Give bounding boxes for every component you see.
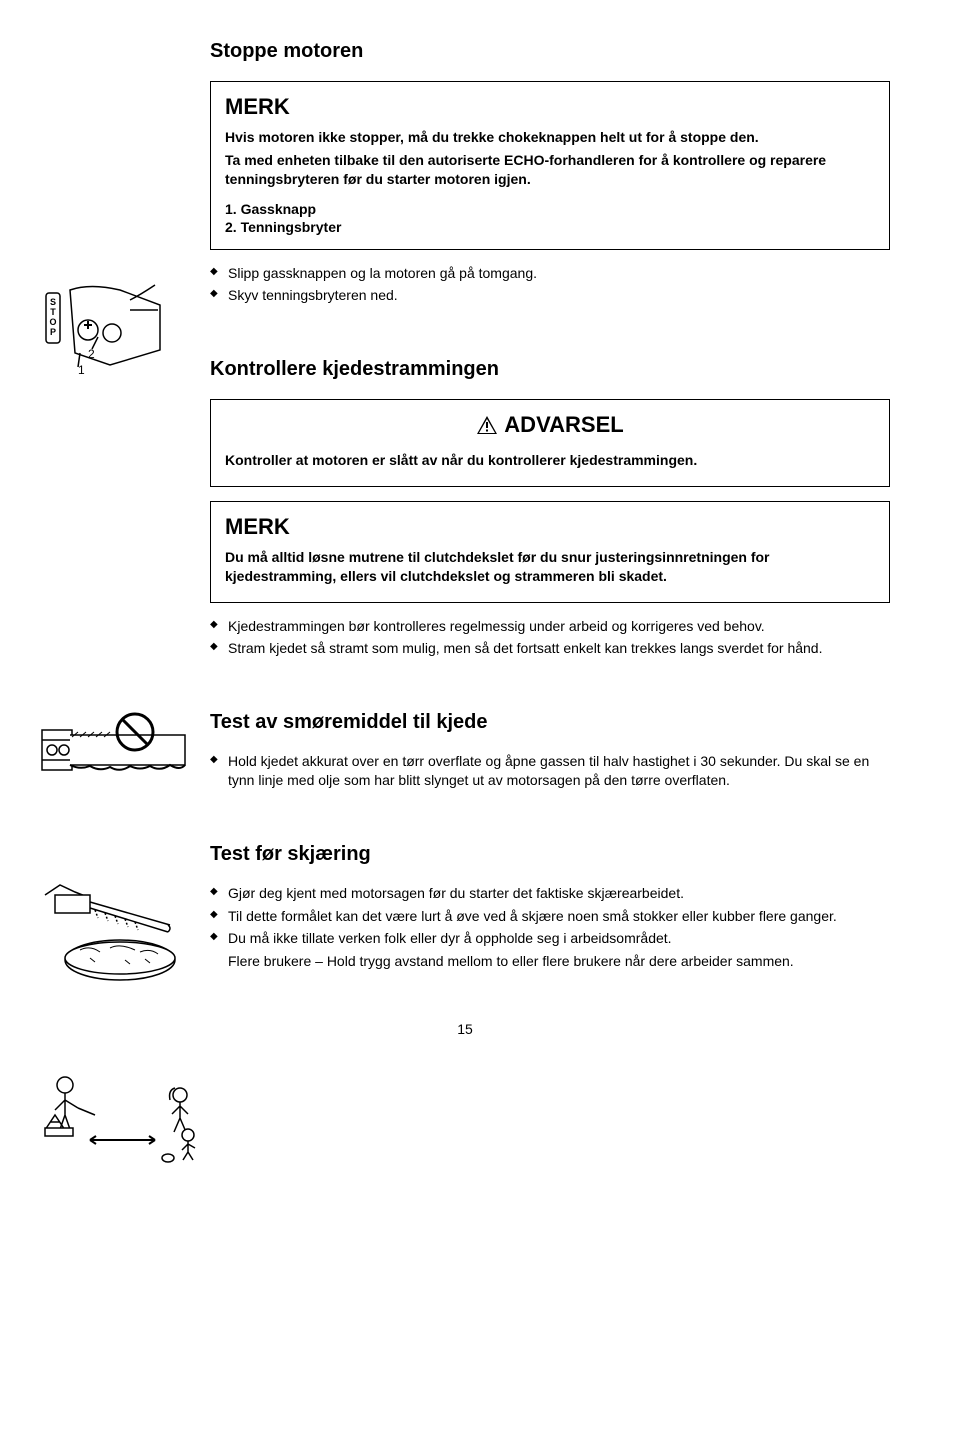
- illustration-lubricant-test: [40, 880, 190, 995]
- advarsel-text: Kontroller at motoren er slått av når du…: [225, 451, 875, 470]
- advarsel-label: ADVARSEL: [225, 412, 875, 441]
- merk-label: MERK: [225, 514, 875, 540]
- warning-triangle-icon: [476, 415, 498, 441]
- bullet-item: Gjør deg kjent med motorsagen før du sta…: [210, 884, 890, 904]
- section-stoppe: Stoppe motoren MERK Hvis motoren ikke st…: [210, 40, 890, 250]
- heading-test-smore: Test av smøremiddel til kjede: [210, 711, 890, 734]
- heading-kontrollere: Kontrollere kjedestrammingen: [210, 358, 890, 381]
- advarsel-text-label: ADVARSEL: [504, 412, 623, 437]
- merk-label: MERK: [225, 94, 875, 120]
- advarsel-box: ADVARSEL Kontroller at motoren er slått …: [210, 399, 890, 487]
- page: Stoppe motoren MERK Hvis motoren ikke st…: [0, 0, 960, 1077]
- illustration-safe-distance: [40, 1070, 190, 1170]
- section-kontrollere: Kontrollere kjedestrammingen ADVARSEL Ko…: [210, 358, 890, 603]
- merk-text: Du må alltid løsne mutrene til clutchdek…: [225, 548, 875, 586]
- bullets-test-smore: Hold kjedet akkurat over en tørr overfla…: [210, 752, 890, 791]
- bullet-item: Hold kjedet akkurat over en tørr overfla…: [210, 752, 890, 791]
- section-test-smore: Test av smøremiddel til kjede: [210, 711, 890, 734]
- svg-text:2: 2: [88, 347, 95, 361]
- merk-box-kontrollere: MERK Du må alltid løsne mutrene til clut…: [210, 501, 890, 603]
- bullet-item: Stram kjedet så stramt som mulig, men så…: [210, 639, 890, 659]
- list-item: 1. Gassknapp: [225, 201, 875, 217]
- bullets-test-skjaering: Gjør deg kjent med motorsagen før du sta…: [210, 884, 890, 971]
- heading-test-skjaering: Test før skjæring: [210, 843, 890, 866]
- bullet-item: Til dette formålet kan det være lurt å ø…: [210, 907, 890, 927]
- svg-text:O: O: [49, 317, 56, 327]
- merk-text: Hvis motoren ikke stopper, må du trekke …: [225, 128, 875, 147]
- page-number: 15: [40, 1021, 890, 1037]
- section-test-skjaering: Test før skjæring: [210, 843, 890, 866]
- bullet-item: Skyv tenningsbryteren ned.: [210, 286, 890, 306]
- illustration-chain-prohibit: [40, 710, 190, 795]
- svg-text:T: T: [50, 307, 56, 317]
- svg-text:S: S: [50, 297, 56, 307]
- list-item: 2. Tenningsbryter: [225, 219, 875, 235]
- bullet-item: Kjedestrammingen bør kontrolleres regelm…: [210, 617, 890, 637]
- bullets-kontrollere: Kjedestrammingen bør kontrolleres regelm…: [210, 617, 890, 659]
- svg-text:P: P: [50, 327, 56, 337]
- bullets-stoppe: Slipp gassknappen og la motoren gå på to…: [210, 264, 890, 306]
- svg-text:1: 1: [78, 363, 85, 375]
- sub-text: Flere brukere – Hold trygg avstand mello…: [210, 952, 890, 972]
- merk-box-stoppe: MERK Hvis motoren ikke stopper, må du tr…: [210, 81, 890, 250]
- illustration-stop-switch: S T O P 1 2: [40, 275, 190, 380]
- bullet-item: Du må ikke tillate verken folk eller dyr…: [210, 929, 890, 949]
- bullet-item: Slipp gassknappen og la motoren gå på to…: [210, 264, 890, 284]
- heading-stoppe: Stoppe motoren: [210, 40, 890, 63]
- merk-text: Ta med enheten tilbake til den autoriser…: [225, 151, 875, 189]
